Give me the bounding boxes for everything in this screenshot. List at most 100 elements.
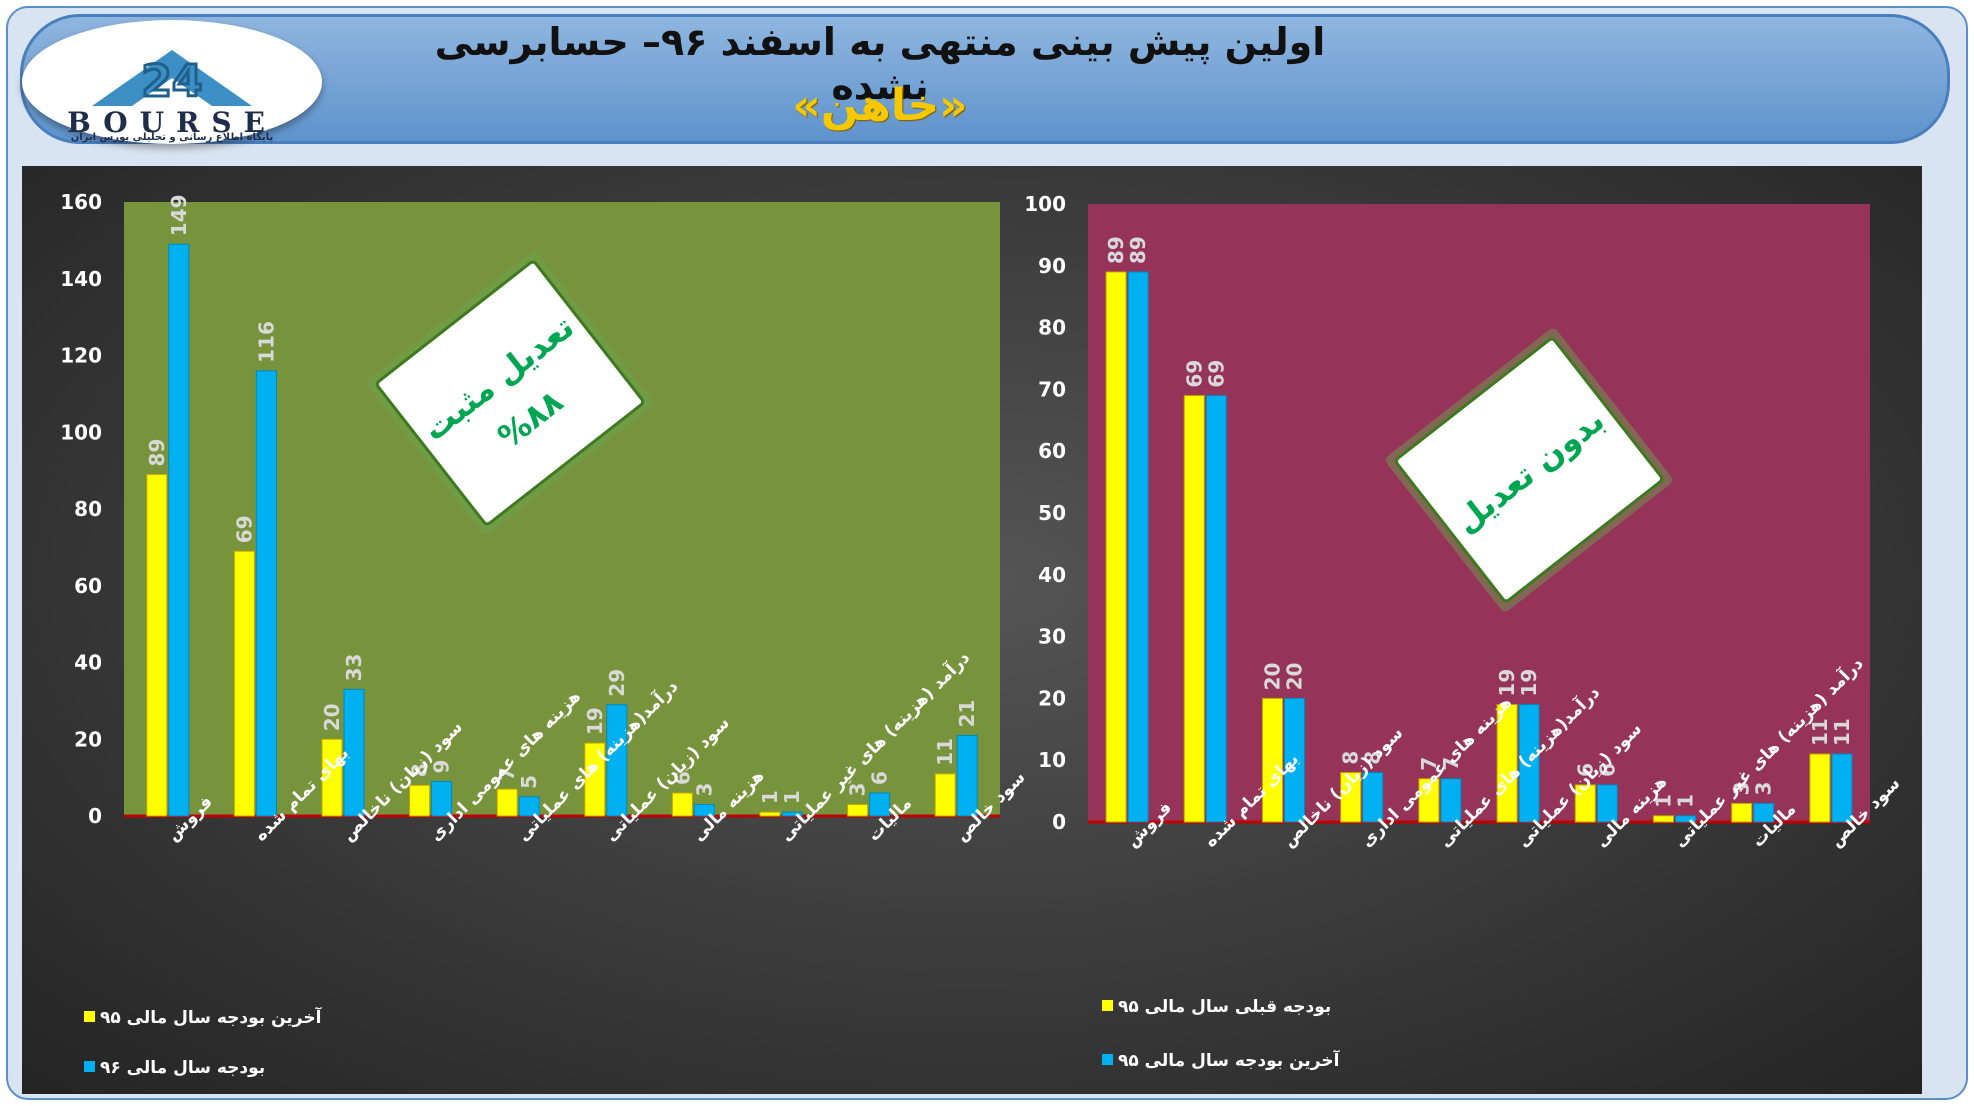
data-label: 7: [1417, 757, 1441, 771]
data-label: 6: [1595, 763, 1619, 777]
data-label: 29: [605, 669, 629, 697]
data-label: 69: [1204, 360, 1228, 388]
bar-series-2: [1127, 271, 1149, 823]
bar-series-1: [1809, 753, 1831, 823]
data-label: 19: [1517, 669, 1541, 697]
logo-mark: 24: [92, 50, 252, 109]
bar-series-1: [759, 811, 781, 817]
y-tick-label: 120: [60, 344, 102, 368]
bar-series-2: [343, 688, 365, 817]
data-label: 7: [1439, 757, 1463, 771]
data-label: 1: [1652, 794, 1676, 808]
data-label: 3: [692, 783, 716, 797]
data-label: 1: [1674, 794, 1698, 808]
data-label: 19: [583, 707, 607, 735]
data-label: 149: [167, 194, 191, 236]
y-tick-label: 30: [1038, 625, 1066, 649]
y-tick-label: 60: [74, 574, 102, 598]
data-label: 6: [670, 771, 694, 785]
legend-swatch: [84, 1011, 95, 1022]
y-tick-label: 0: [88, 804, 102, 828]
legend-label: آخرین بودجه سال مالی ۹۵: [100, 1006, 323, 1028]
bar-series-2: [1518, 704, 1540, 823]
bar-series-1: [1574, 784, 1596, 823]
bar-series-2: [1440, 778, 1462, 823]
y-tick-label: 60: [1038, 439, 1066, 463]
legend-swatch: [1102, 1054, 1113, 1065]
adjustment-badge: تعدیل مثبت%۸۸: [366, 251, 654, 535]
bar-series-1: [1418, 778, 1440, 823]
data-label: 11: [933, 738, 957, 766]
data-label: 11: [1808, 718, 1832, 746]
y-tick-label: 140: [60, 267, 102, 291]
bar-series-2: [1831, 753, 1853, 823]
bar-series-2: [1362, 772, 1384, 823]
bar-series-2: [168, 243, 190, 817]
bar-series-1: [1183, 395, 1205, 823]
logo-word: BOURSE: [67, 106, 277, 139]
data-label: 69: [1182, 360, 1206, 388]
y-tick-label: 50: [1038, 501, 1066, 525]
y-tick-label: 20: [1038, 686, 1066, 710]
data-label: 89: [145, 439, 169, 467]
y-tick-label: 10: [1038, 748, 1066, 772]
data-label: 21: [955, 700, 979, 728]
bar-series-1: [1731, 802, 1753, 823]
y-tick-label: 80: [1038, 316, 1066, 340]
bar-series-2: [781, 811, 803, 817]
bar-series-2: [869, 792, 891, 817]
bar-series-2: [1284, 697, 1305, 823]
bar-series-1: [496, 788, 518, 817]
bar-series-1: [1262, 697, 1283, 823]
data-label: 1: [780, 790, 804, 804]
data-label: 3: [1752, 782, 1776, 796]
bar-series-2: [693, 803, 715, 817]
y-tick-label: 100: [1024, 192, 1066, 216]
legend-label: بودجه سال مالی ۹۶: [100, 1058, 265, 1078]
legend-label: بودجه قبلی سال مالی ۹۵: [1118, 997, 1331, 1017]
y-tick-label: 100: [60, 420, 102, 444]
data-label: 9: [430, 760, 454, 774]
page-subtitle: «خاهن»: [792, 80, 968, 131]
y-tick-label: 40: [74, 651, 102, 675]
badge-box: [375, 260, 645, 526]
logo-caption: پایگاه اطلاع رسانی و تحلیلی بورس ایران: [70, 132, 274, 143]
bar-series-1: [321, 738, 343, 817]
data-label: 5: [517, 775, 541, 789]
data-label: 1: [758, 790, 782, 804]
bar-series-2: [255, 370, 277, 817]
data-label: 89: [1104, 236, 1128, 264]
legend-swatch: [84, 1061, 95, 1072]
bar-series-1: [671, 792, 693, 817]
bar-series-2: [1753, 802, 1775, 823]
data-label: 20: [320, 703, 344, 731]
data-label: 8: [1361, 751, 1385, 765]
y-tick-label: 20: [74, 727, 102, 751]
data-label: 8: [408, 763, 432, 777]
bar-series-1: [584, 742, 606, 817]
data-label: 33: [342, 654, 366, 682]
bar-series-1: [409, 784, 431, 817]
page-title: اولین پیش بینی منتهی به اسفند ۹۶– حسابرس…: [434, 20, 1326, 108]
logo-number: 24: [141, 56, 202, 107]
bar-series-2: [1205, 395, 1227, 823]
data-label: 89: [1126, 236, 1150, 264]
bar-series-1: [847, 803, 869, 817]
data-label: 6: [868, 771, 892, 785]
data-label: 3: [1730, 782, 1754, 796]
data-label: 6: [1573, 763, 1597, 777]
bar-series-1: [1496, 704, 1518, 823]
data-label: 19: [1495, 669, 1519, 697]
y-tick-label: 90: [1038, 254, 1066, 278]
bar-series-2: [1675, 815, 1696, 823]
bar-series-1: [146, 473, 168, 817]
y-tick-label: 0: [1052, 810, 1066, 834]
bar-series-2: [1596, 784, 1618, 823]
bourse24-logo: 24 BOURSE پایگاه اطلاع رسانی و تحلیلی بو…: [22, 20, 322, 144]
y-tick-label: 70: [1038, 377, 1066, 401]
bar-series-1: [1105, 271, 1127, 823]
bar-series-1: [934, 773, 956, 817]
badge-box: [1394, 337, 1664, 603]
y-tick-label: 40: [1038, 563, 1066, 587]
